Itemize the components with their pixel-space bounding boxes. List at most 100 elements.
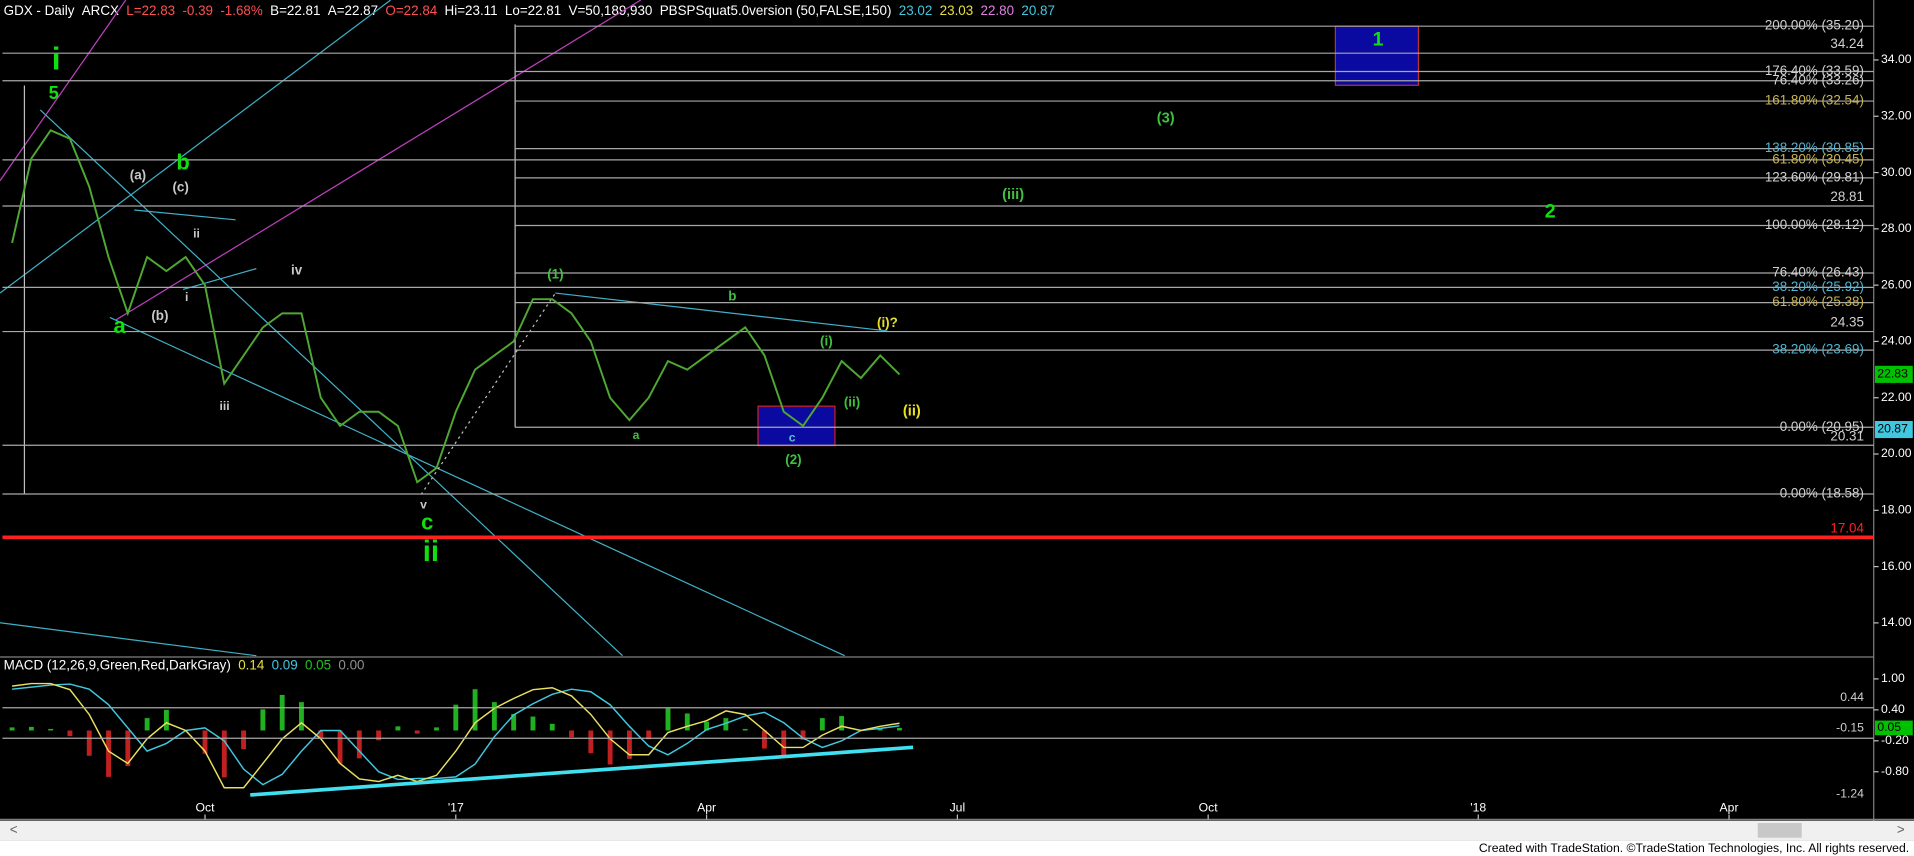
- price-level-label: 123.60% (29.81): [1765, 169, 1864, 184]
- histogram-bar: [588, 730, 594, 754]
- x-tick-label: '18: [1470, 801, 1486, 815]
- histogram-bar: [569, 730, 574, 738]
- wave-label: iv: [291, 263, 303, 278]
- histogram-bar: [453, 704, 459, 731]
- last-value-box: [1874, 420, 1913, 439]
- trend-line: [109, 316, 845, 657]
- wave-label: c: [421, 510, 433, 535]
- histogram-bar: [299, 702, 304, 731]
- target-zone: [757, 405, 836, 447]
- histogram-bar: [202, 730, 208, 754]
- histogram-bar: [337, 730, 343, 764]
- wave-label: (ii): [903, 403, 921, 419]
- scroll-left[interactable]: <: [10, 822, 18, 837]
- histogram-bar: [742, 728, 748, 731]
- scrollbar[interactable]: [0, 820, 1914, 841]
- wave-label: (3): [1157, 110, 1175, 126]
- x-tick-label: '17: [448, 801, 464, 815]
- macd-line: [11, 682, 900, 789]
- y-tick-label: 30.00: [1881, 165, 1912, 179]
- wave-label: a: [114, 313, 127, 338]
- y-tick-label: 0.40: [1881, 702, 1905, 716]
- wave-label: (2): [785, 452, 801, 467]
- wave-label: ii: [423, 535, 439, 568]
- trend-line: [555, 292, 888, 332]
- price-level-label: 61.80% (30.45): [1772, 151, 1864, 166]
- wave-label: v: [420, 498, 427, 512]
- macd-header-item: 0.09: [272, 657, 298, 672]
- header-item: -0.39: [182, 3, 213, 18]
- histogram-bar: [819, 718, 825, 731]
- price-level-label: 34.24: [1830, 36, 1864, 51]
- histogram-bar: [106, 730, 111, 777]
- macd-header-item: 0.00: [338, 657, 364, 672]
- y-tick-label: 22.00: [1881, 390, 1912, 404]
- histogram-bar: [723, 718, 729, 731]
- last-value-label: 22.83: [1877, 367, 1908, 381]
- price-level-label: 100.00% (28.12): [1765, 217, 1864, 232]
- trend-line: [0, 0, 391, 294]
- trend-line: [420, 292, 556, 495]
- price-level-label: 38.20% (25.92): [1772, 279, 1864, 294]
- histogram-bar: [9, 727, 15, 731]
- price-level-label: 176.40% (33.59): [1765, 63, 1864, 78]
- price-level-label: 24.35: [1830, 315, 1864, 330]
- trend-line: [39, 109, 623, 657]
- histogram-bar: [125, 730, 131, 767]
- scroll-right[interactable]: >: [1897, 822, 1905, 837]
- histogram-bar: [28, 726, 34, 731]
- histogram-bar: [897, 727, 902, 731]
- histogram-bar: [530, 716, 536, 731]
- wave-label: c: [789, 431, 796, 445]
- histogram-bar: [221, 730, 227, 778]
- header-item: Hi=23.11: [445, 3, 498, 18]
- header-item: 20.87: [1021, 3, 1055, 18]
- trend-line: [134, 209, 236, 221]
- wave-label: ii: [193, 227, 200, 241]
- wave-label: (i)?: [877, 315, 898, 330]
- histogram-bar: [86, 730, 92, 756]
- macd-header: MACD (12,26,9,Green,Red,DarkGray) 0.14 0.0…: [4, 657, 365, 672]
- trend-line: [0, 0, 127, 182]
- price-level-label: 38.20% (23.69): [1772, 342, 1864, 357]
- price-level-label: 76.40% (33.26): [1772, 72, 1864, 87]
- histogram-bar: [549, 723, 555, 731]
- wave-label: (i): [820, 333, 833, 348]
- wave-label: (b): [151, 308, 168, 323]
- histogram-bar: [762, 730, 767, 749]
- y-tick-label: 32.00: [1881, 108, 1912, 122]
- y-tick-label: 24.00: [1881, 334, 1912, 348]
- histogram-bar: [684, 713, 690, 731]
- target-zone: [1334, 25, 1420, 86]
- wave-label: 5: [49, 82, 59, 103]
- x-tick-label: Oct: [196, 801, 216, 815]
- wave-label: (ii): [844, 395, 860, 410]
- header-item: 23.03: [940, 3, 974, 18]
- wave-label: i: [185, 290, 188, 304]
- macd-header-item: MACD (12,26,9,Green,Red,DarkGray): [4, 657, 231, 672]
- price-level-label: 76.40% (26.43): [1772, 265, 1864, 280]
- histogram-bar: [241, 730, 247, 750]
- footer: Created with TradeStation. ©TradeStation…: [1479, 841, 1909, 855]
- histogram-bar: [800, 730, 806, 740]
- price-level-label: 28.81: [1830, 189, 1864, 204]
- macd-trend-line: [250, 745, 914, 797]
- last-value-box: [1874, 720, 1913, 736]
- header-item: 23.02: [899, 3, 933, 18]
- wave-label: i: [52, 40, 61, 76]
- header-item: -1.68%: [220, 3, 263, 18]
- wave-label: (c): [172, 180, 188, 195]
- header-item: O=22.84: [385, 3, 437, 18]
- header-item: PBSPSquat5.0version (50,FALSE,150): [660, 3, 892, 18]
- wave-label: 2: [1545, 201, 1556, 223]
- histogram-bar: [839, 716, 845, 731]
- x-tick-label: Oct: [1199, 801, 1219, 815]
- macd-level-label: -0.15: [1836, 721, 1864, 735]
- wave-label: b: [728, 288, 736, 303]
- y-tick-label: 34.00: [1881, 52, 1912, 66]
- header-item: Lo=22.81: [505, 3, 561, 18]
- y-tick-label: 14.00: [1881, 615, 1912, 629]
- scroll-thumb[interactable]: [1757, 823, 1802, 838]
- header-item: B=22.81: [270, 3, 320, 18]
